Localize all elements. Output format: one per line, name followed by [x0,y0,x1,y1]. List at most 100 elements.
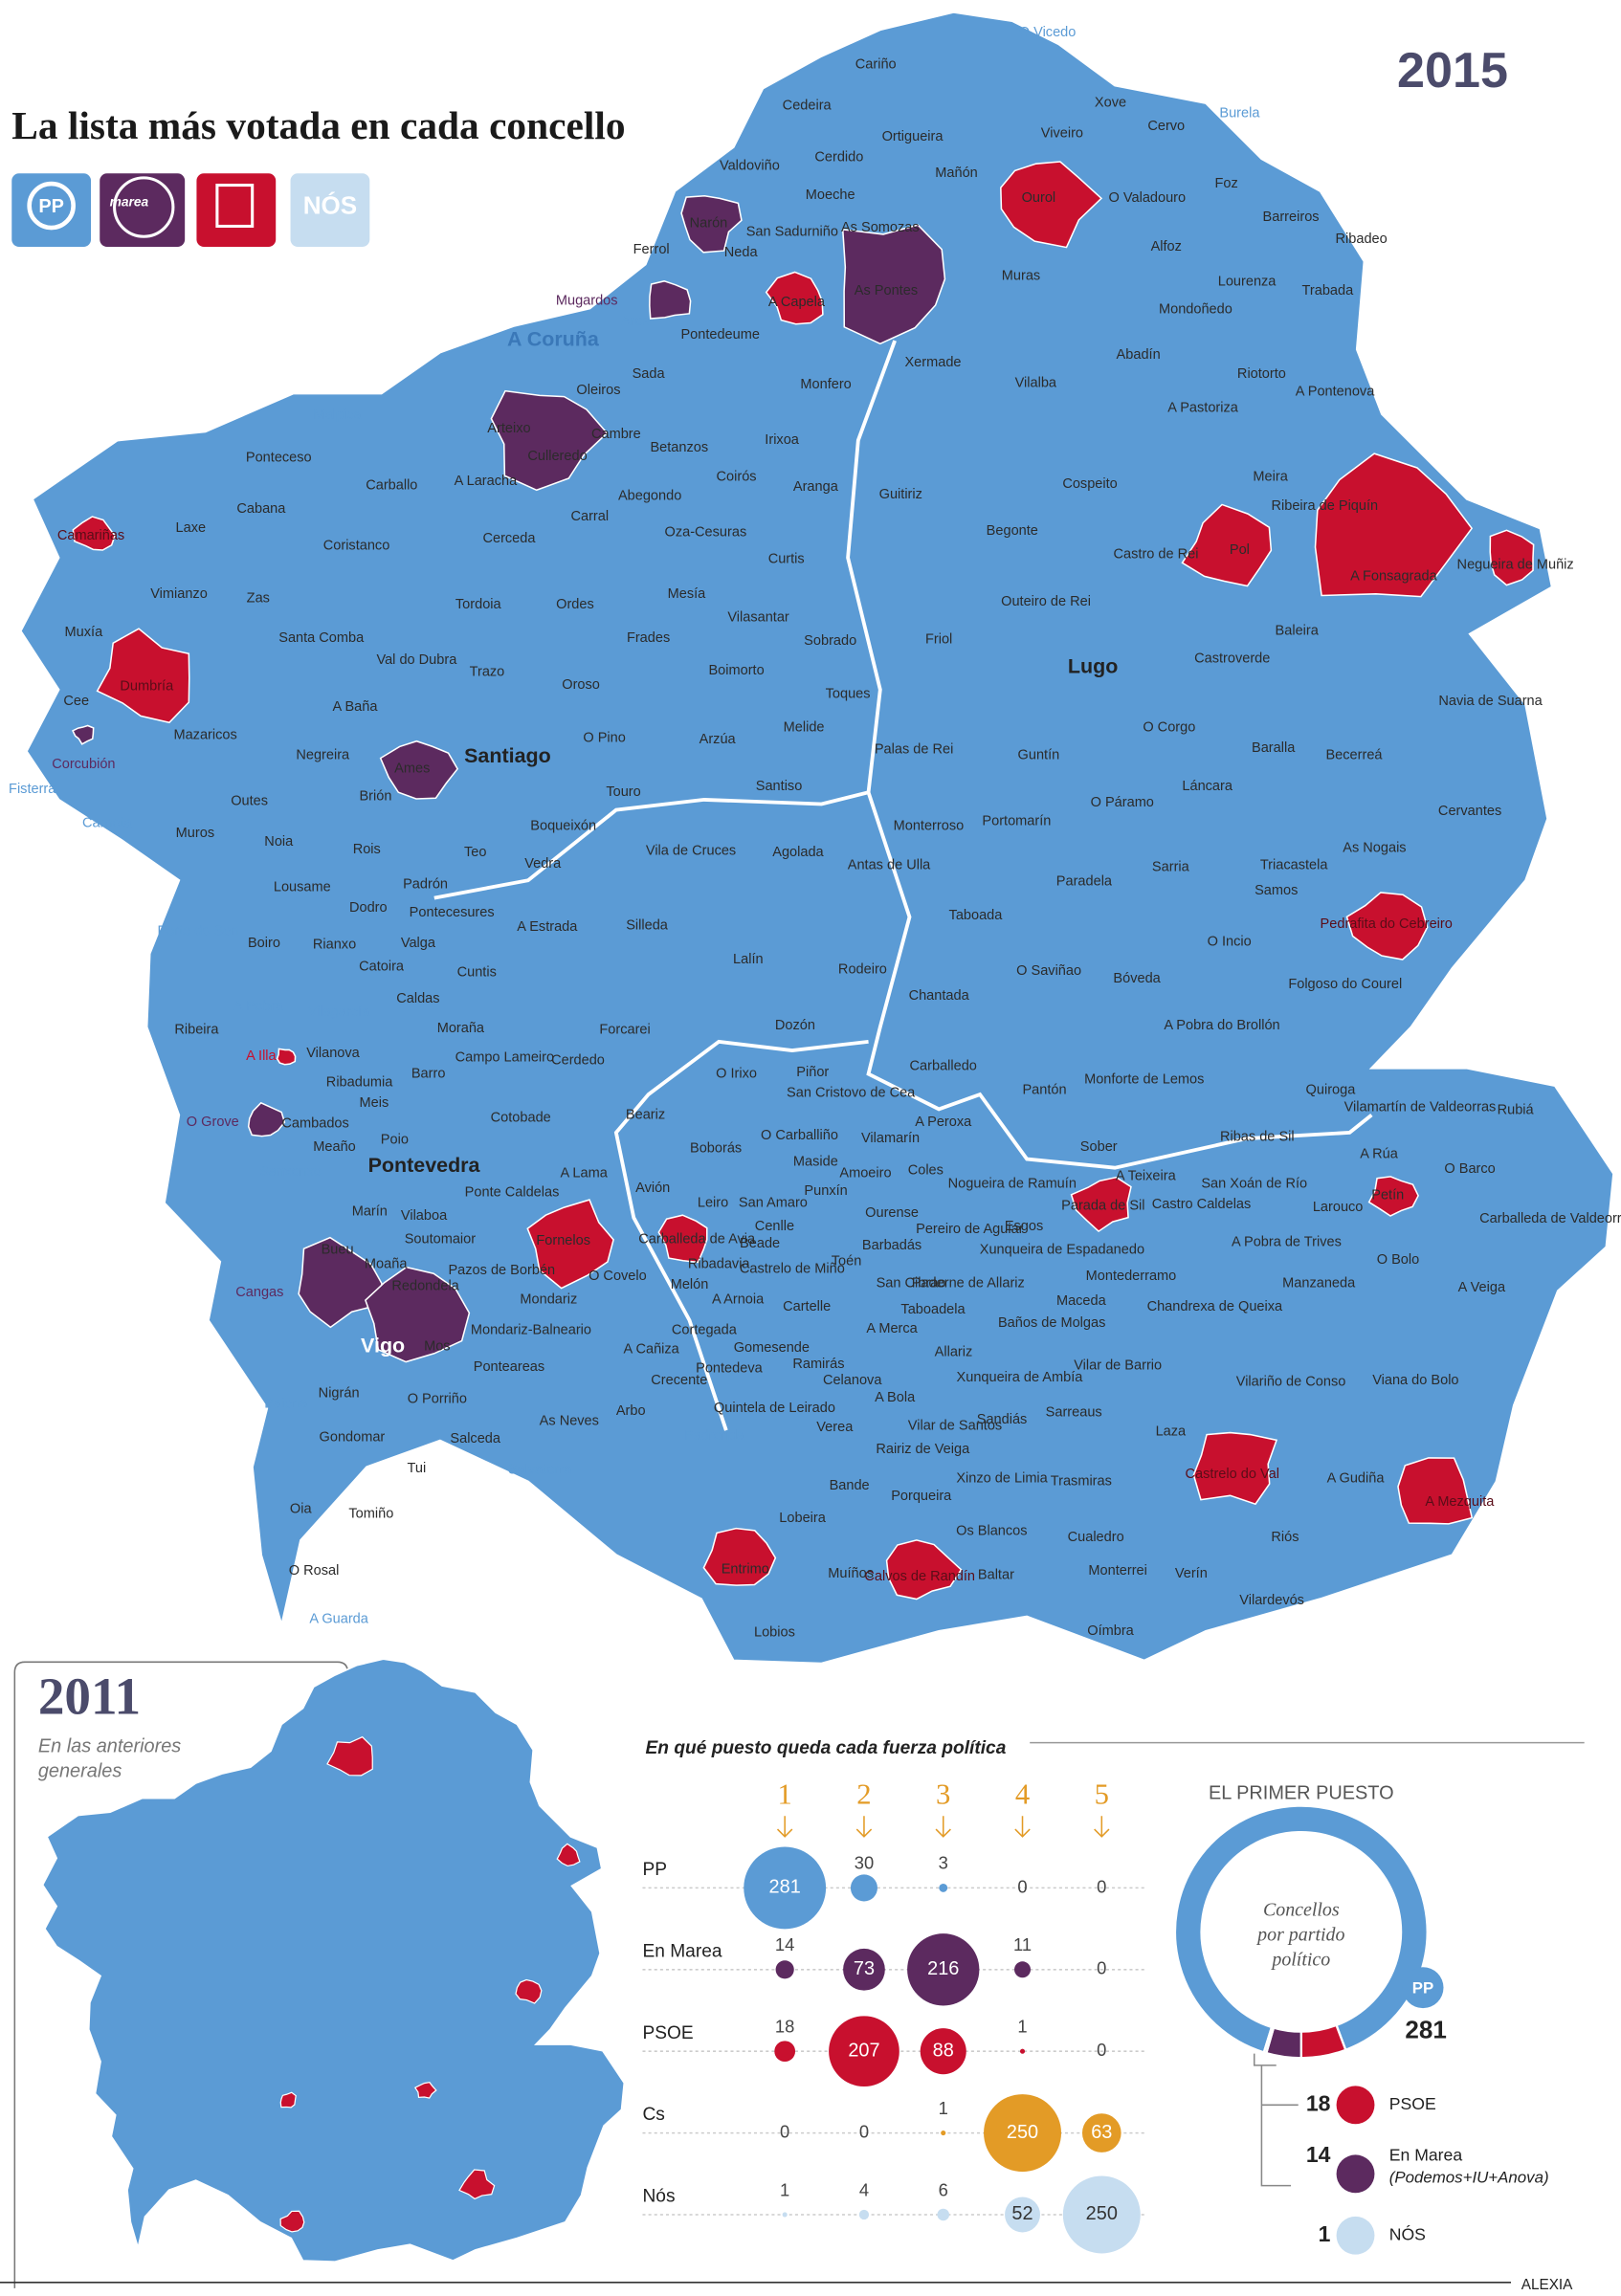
place-label: Dumbría [120,679,174,695]
place-label: Bande [830,1478,870,1493]
place-label: Carballeda de Avia [638,1232,756,1247]
place-label: Ribas de Sil [1220,1129,1295,1144]
place-label: Barro [411,1066,446,1081]
place-label: Monforte de Lemos [1084,1072,1204,1088]
place-label: Laxe [176,520,207,536]
place-label: O Irixo [716,1066,757,1081]
place-label: O Pino [583,730,625,745]
inset-year: 2011 [38,1667,141,1725]
place-label: Bóveda [1113,971,1161,986]
bubble [1019,2048,1026,2054]
place-label: Padrenda [684,1428,745,1444]
place-label: A Illa [246,1049,277,1064]
place-label: Toén [832,1254,862,1269]
municipality [458,2169,496,2200]
place-label: Poio [381,1132,409,1147]
value-label: 6 [939,2179,948,2199]
place-label: As Somozas [841,220,920,235]
value-label: 3 [939,1853,948,1873]
arrow [855,1816,873,1838]
place-label: Frades [627,630,670,646]
place-label: Chandrexa de Queixa [1147,1299,1283,1314]
place-label: Pedrafita do Cebreiro [1321,916,1453,932]
place-label: Cerceda [482,531,536,546]
place-label: Petín [1371,1188,1404,1203]
place-label: O Covelo [588,1269,647,1284]
map-2015: O Vicedo Cariño Cedeira Xove Burela Ortigueir… [9,11,1621,1666]
bubble [744,1846,827,1930]
inset-subtitle: En las anteriores [38,1736,181,1757]
value-label: 207 [848,2040,879,2061]
place-label: Vila de Cruces [646,843,736,858]
place-label: Viana do Bolo [1372,1373,1458,1388]
place-label: Chantada [909,988,970,1004]
legend-logo [1336,2216,1375,2255]
place-label: Cedeira [783,99,833,114]
logo-rose [215,184,255,229]
bubble [1081,2113,1121,2152]
value-label: 11 [1013,1934,1032,1954]
place-label: Oímbra [1087,1623,1134,1639]
place-label: San Cibrao [877,1276,946,1292]
place-label: Ponteceso [246,451,312,466]
column-label: 3 [936,1777,950,1810]
municipality [96,628,190,724]
place-label: Maceda [1056,1293,1107,1309]
place-label: Lugo [1068,655,1118,678]
place-label: As Nogais [1343,840,1406,855]
place-label: San Amaro [739,1195,808,1210]
place-label: Boimorto [708,663,764,678]
legend-value: 18 [1306,2090,1331,2115]
place-label: Gomesende [734,1340,810,1356]
place-label: Sober [1080,1139,1118,1155]
place-label: Vilardevós [1239,1593,1304,1608]
place-label: A Estrada [517,919,578,935]
place-label: Guitiriz [879,487,922,502]
place-label: San Sadurniño [746,224,838,239]
chart-title: En qué puesto queda cada fuerza política [646,1738,1007,1758]
place-label: Esgos [1005,1219,1043,1234]
place-label: Coristanco [323,539,390,554]
place-label: Ramirás [792,1357,844,1372]
place-label: Cerdido [814,149,863,165]
value-label: 1 [939,2098,948,2118]
place-label: Ourense [865,1205,919,1221]
place-label: O Bolo [1377,1252,1419,1268]
place-label: A Veiga [1458,1280,1506,1295]
place-label: Vilariño de Conso [1236,1374,1346,1389]
bubble [941,2130,946,2136]
place-label: Mos [424,1339,450,1355]
place-label: Castro de Rei [1114,547,1199,563]
arrow [1094,1816,1110,1838]
place-label: Rois [353,842,381,857]
value-label: 1 [1017,2017,1027,2037]
row-label: PSOE [642,2023,693,2043]
credit: ALEXIA [1521,2277,1573,2293]
municipality [298,1236,383,1329]
place-label: Castroverde [1194,651,1270,667]
map-labels: O Vicedo Cariño Cedeira Xove Burela Ortigueir… [9,25,1621,1641]
place-label: Santa Comba [278,630,365,646]
place-label: Moraña [437,1021,485,1036]
value-label: 1 [780,2179,789,2199]
place-label: Ames [394,762,430,777]
place-label: Val do Dubra [376,652,457,668]
place-label: A Pobra [233,999,284,1014]
place-label: A Pontenova [1296,385,1375,400]
place-label: Zas [247,591,270,607]
place-label: Soutomaior [405,1232,477,1247]
place-label: Cambados [281,1116,348,1132]
place-label: Vilar de Barrio [1074,1358,1162,1373]
place-label: Santiso [756,779,803,794]
legend-logo [1336,2086,1375,2125]
place-label: Parada de Sil [1061,1198,1144,1213]
place-label: Campo Lameiro [455,1050,554,1066]
place-label: Leiro [698,1195,728,1210]
place-label: Carnota [82,815,133,830]
place-label: Cenlle [755,1219,794,1234]
bubble [1062,2175,1141,2254]
legend-label: PSOE [1389,2094,1436,2113]
value-label: 52 [1011,2203,1033,2224]
place-label: Outes [231,793,268,808]
place-label: Caldas [396,991,439,1006]
